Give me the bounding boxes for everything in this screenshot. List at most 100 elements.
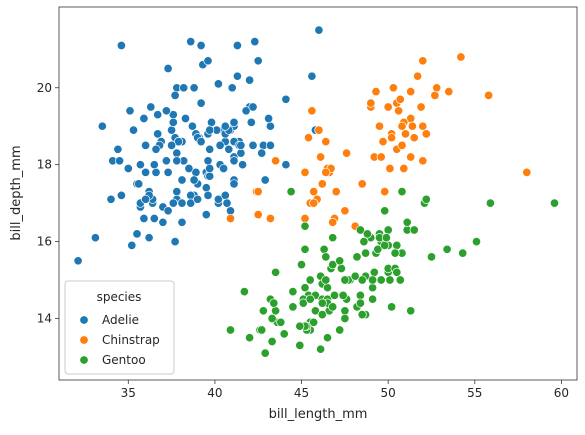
point-adelie [222, 198, 232, 208]
point-gentoo [260, 348, 270, 358]
point-gentoo [381, 233, 391, 243]
point-gentoo [321, 252, 331, 262]
point-chinstrap [307, 106, 317, 116]
point-gentoo [322, 333, 333, 343]
point-gentoo [352, 252, 362, 262]
point-gentoo [357, 310, 367, 320]
point-adelie [161, 156, 171, 166]
point-adelie [236, 140, 246, 150]
point-adelie [246, 117, 256, 127]
point-adelie [187, 121, 197, 131]
point-gentoo [321, 275, 331, 285]
x-tick-label: 50 [381, 386, 396, 400]
point-adelie [232, 71, 242, 81]
point-adelie [238, 160, 248, 170]
point-adelie [248, 140, 258, 150]
point-chinstrap [406, 152, 416, 162]
point-chinstrap [374, 121, 385, 131]
x-tick-label: 45 [294, 386, 309, 400]
point-chinstrap [387, 133, 397, 143]
point-adelie [177, 175, 187, 185]
point-adelie [172, 148, 182, 158]
legend: species Adelie Chinstrap Gentoo [64, 280, 175, 375]
point-adelie [153, 129, 163, 139]
point-gentoo [329, 290, 340, 300]
point-adelie [220, 190, 230, 200]
point-gentoo [361, 248, 371, 258]
point-chinstrap [300, 213, 310, 224]
point-gentoo [397, 187, 407, 197]
point-gentoo [355, 225, 365, 235]
point-gentoo [305, 275, 315, 285]
point-gentoo [269, 298, 279, 308]
point-gentoo [328, 233, 338, 243]
point-chinstrap [421, 129, 431, 139]
point-adelie [203, 190, 213, 200]
point-adelie [265, 121, 275, 131]
point-chinstrap [316, 152, 326, 162]
point-gentoo [340, 306, 350, 316]
point-adelie [229, 179, 239, 189]
point-gentoo [373, 244, 383, 254]
point-gentoo [355, 290, 365, 300]
point-gentoo [383, 225, 393, 235]
point-gentoo [322, 283, 333, 293]
point-chinstrap [321, 137, 331, 147]
point-adelie [73, 256, 83, 266]
point-chinstrap [430, 90, 440, 100]
point-chinstrap [418, 156, 428, 166]
point-adelie [173, 137, 184, 147]
point-gentoo [376, 275, 386, 285]
point-gentoo [239, 287, 249, 297]
x-axis-label: bill_length_mm [269, 407, 368, 422]
point-adelie [227, 83, 237, 93]
point-gentoo [319, 244, 329, 254]
point-adelie [125, 106, 135, 116]
point-chinstrap [406, 87, 416, 97]
y-tick-label: 20 [37, 81, 52, 95]
y-axis-ticks: 14 16 18 20 [37, 81, 59, 325]
point-gentoo [258, 306, 268, 316]
point-gentoo [368, 294, 378, 304]
point-gentoo [271, 306, 281, 316]
point-chinstrap [321, 167, 331, 177]
point-adelie [172, 156, 182, 166]
legend-label-adelie: Adelie [102, 313, 139, 327]
point-adelie [153, 110, 163, 120]
point-gentoo [279, 329, 289, 339]
point-adelie [127, 240, 137, 250]
point-adelie [167, 140, 177, 150]
point-adelie [196, 40, 206, 51]
point-adelie [132, 229, 142, 239]
point-adelie [250, 37, 260, 47]
point-gentoo [402, 217, 412, 227]
x-tick-label: 40 [207, 386, 222, 400]
plot-frame [58, 6, 578, 381]
point-chinstrap [522, 167, 532, 177]
point-adelie [141, 194, 151, 204]
point-adelie [253, 56, 263, 66]
point-gentoo [368, 275, 378, 285]
point-adelie [196, 98, 206, 108]
point-gentoo [357, 275, 367, 285]
point-chinstrap [300, 167, 310, 177]
point-gentoo [257, 325, 267, 335]
point-adelie [146, 102, 156, 112]
point-gentoo [300, 221, 310, 231]
point-adelie [149, 213, 159, 224]
point-gentoo [350, 271, 360, 281]
point-adelie [224, 144, 234, 154]
point-chinstrap [385, 163, 395, 174]
point-chinstrap [271, 156, 281, 166]
point-adelie [219, 163, 229, 174]
point-adelie [163, 167, 173, 177]
point-adelie [201, 183, 211, 193]
point-adelie [186, 198, 196, 208]
point-adelie [158, 217, 168, 227]
point-adelie [167, 125, 177, 135]
point-adelie [260, 175, 270, 185]
point-adelie [128, 125, 139, 135]
legend-title: species [97, 290, 142, 304]
